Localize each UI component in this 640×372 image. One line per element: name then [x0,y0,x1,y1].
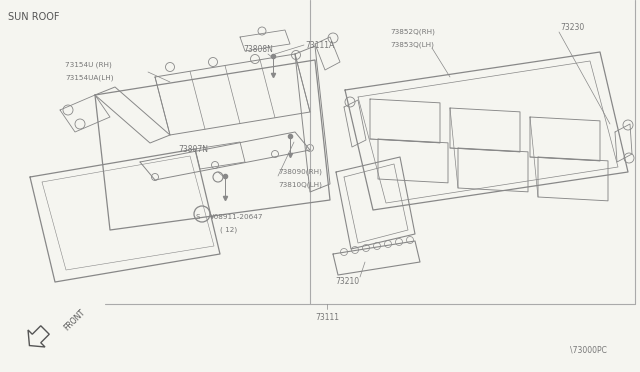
Text: 73807N: 73807N [178,144,208,154]
Text: 73210: 73210 [335,278,359,286]
Text: 73154UA(LH): 73154UA(LH) [65,75,113,81]
Text: ( 12): ( 12) [220,227,237,233]
Text: SUN ROOF: SUN ROOF [8,12,60,22]
Text: 73853Q(LH): 73853Q(LH) [390,42,434,48]
Text: ¥08911-20647: ¥08911-20647 [210,214,264,220]
Text: 73808N: 73808N [243,45,273,55]
Text: FRONT: FRONT [62,308,87,332]
Text: 73230: 73230 [560,23,584,32]
Text: 73111A: 73111A [305,41,334,49]
Text: 73111: 73111 [315,312,339,321]
Text: 73154U (RH): 73154U (RH) [65,62,112,68]
Text: S: S [196,214,200,220]
Text: 73852Q(RH): 73852Q(RH) [390,29,435,35]
Text: 73810Q(LH): 73810Q(LH) [278,182,322,188]
Text: 738090(RH): 738090(RH) [278,169,322,175]
Text: \73000PC: \73000PC [570,346,607,355]
